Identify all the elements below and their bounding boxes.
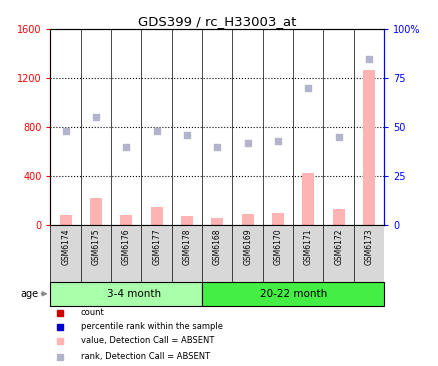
Text: count: count xyxy=(80,308,104,317)
Text: rank, Detection Call = ABSENT: rank, Detection Call = ABSENT xyxy=(80,352,209,361)
Bar xyxy=(301,172,314,225)
Bar xyxy=(271,213,283,225)
Text: percentile rank within the sample: percentile rank within the sample xyxy=(80,322,222,331)
Bar xyxy=(150,207,162,225)
Bar xyxy=(232,225,262,282)
Point xyxy=(244,140,251,146)
Bar xyxy=(201,225,232,282)
Text: GSM6175: GSM6175 xyxy=(91,228,100,265)
Text: GSM6173: GSM6173 xyxy=(364,228,373,265)
Point xyxy=(123,144,130,150)
Point xyxy=(304,85,311,91)
Text: GSM6168: GSM6168 xyxy=(212,228,221,265)
Bar xyxy=(293,225,323,282)
Text: value, Detection Call = ABSENT: value, Detection Call = ABSENT xyxy=(80,336,213,346)
Bar xyxy=(180,216,193,225)
Text: GSM6174: GSM6174 xyxy=(61,228,70,265)
Title: GDS399 / rc_H33003_at: GDS399 / rc_H33003_at xyxy=(138,15,296,28)
Text: GSM6170: GSM6170 xyxy=(273,228,282,265)
Bar xyxy=(211,218,223,225)
Bar xyxy=(171,225,201,282)
Text: GSM6172: GSM6172 xyxy=(333,228,343,265)
Bar xyxy=(120,216,132,225)
Bar xyxy=(111,225,141,282)
Point xyxy=(334,134,341,140)
Bar xyxy=(332,209,344,225)
Bar xyxy=(323,225,353,282)
Text: GSM6178: GSM6178 xyxy=(182,228,191,265)
Point xyxy=(364,56,371,61)
Bar xyxy=(81,225,111,282)
Bar xyxy=(262,225,293,282)
Point xyxy=(213,144,220,150)
Text: GSM6176: GSM6176 xyxy=(121,228,131,265)
Point xyxy=(92,115,99,120)
Text: 20-22 month: 20-22 month xyxy=(259,289,326,299)
Bar xyxy=(50,225,81,282)
Bar xyxy=(60,216,71,225)
Point xyxy=(62,128,69,134)
Point xyxy=(153,128,160,134)
Bar xyxy=(50,282,201,306)
Bar xyxy=(201,282,383,306)
Text: GSM6177: GSM6177 xyxy=(152,228,161,265)
Text: 3-4 month: 3-4 month xyxy=(106,289,161,299)
Bar xyxy=(241,214,253,225)
Text: GSM6171: GSM6171 xyxy=(303,228,312,265)
Point xyxy=(183,132,190,138)
Text: age: age xyxy=(20,289,38,299)
Text: GSM6169: GSM6169 xyxy=(243,228,251,265)
Bar xyxy=(353,225,383,282)
Point xyxy=(274,138,281,144)
Bar xyxy=(362,70,374,225)
Bar xyxy=(141,225,171,282)
Bar xyxy=(90,198,102,225)
